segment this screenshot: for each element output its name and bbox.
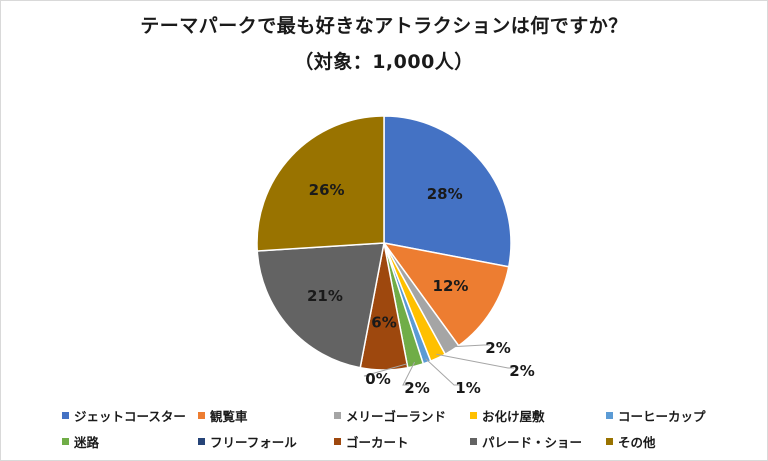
legend-item-roller-coaster: ジェットコースター xyxy=(62,406,198,425)
legend-label: 観覧車 xyxy=(210,408,248,424)
legend-swatch xyxy=(606,437,613,445)
legend-label: コーヒーカップ xyxy=(618,408,706,424)
data-label-free-fall: 0% xyxy=(365,370,390,388)
legend-label: 迷路 xyxy=(74,434,100,450)
legend-swatch xyxy=(198,437,205,445)
data-label-parade-show: 21% xyxy=(307,287,343,305)
legend-swatch xyxy=(606,411,613,419)
leader-line xyxy=(402,361,416,386)
legend-row: ジェットコースター 観覧車 メリーゴーランド お化け屋敷 コーヒーカップ xyxy=(62,402,742,428)
legend-swatch xyxy=(470,437,477,445)
data-label-go-kart: 6% xyxy=(371,314,396,332)
legend-swatch xyxy=(62,437,69,445)
legend-swatch xyxy=(198,411,205,419)
data-label-haunted-house: 2% xyxy=(509,362,534,380)
legend-item-other: その他 xyxy=(606,432,742,451)
legend-item-free-fall: フリーフォール xyxy=(198,432,334,451)
legend-label: フリーフォール xyxy=(210,434,297,450)
legend-swatch xyxy=(334,437,341,445)
data-label-merry-go-round: 2% xyxy=(485,339,510,357)
chart-subtitle: （対象：1,000人） xyxy=(294,51,474,73)
legend-item-haunted-house: お化け屋敷 xyxy=(470,406,606,425)
legend-swatch xyxy=(470,411,477,419)
legend-item-go-kart: ゴーカート xyxy=(334,432,470,451)
pie-slice-parade-show xyxy=(256,242,385,369)
legend-item-coffee-cup: コーヒーカップ xyxy=(606,406,742,425)
data-label-ferris-wheel: 12% xyxy=(433,277,469,295)
legend-label: その他 xyxy=(618,434,656,450)
chart-title: テーマパークで最も好きなアトラクションは何ですか？ xyxy=(140,15,628,37)
legend-label: メリーゴーランド xyxy=(346,408,447,424)
legend-row: 迷路 フリーフォール ゴーカート パレード・ショー その他 xyxy=(62,428,742,454)
legend-label: お化け屋敷 xyxy=(482,408,545,424)
legend-item-merry-go-round: メリーゴーランド xyxy=(334,406,470,425)
legend-label: ジェットコースター xyxy=(74,408,186,424)
leader-line xyxy=(449,344,490,348)
data-label-other: 26% xyxy=(309,181,345,199)
leader-line xyxy=(425,358,460,386)
legend-swatch xyxy=(62,411,69,419)
pie-slice-ferris-wheel xyxy=(382,241,510,347)
legend-label: ゴーカート xyxy=(346,434,409,450)
data-label-maze: 2% xyxy=(404,379,429,397)
legend-label: パレード・ショー xyxy=(482,434,583,450)
data-label-coffee-cup: 1% xyxy=(455,379,480,397)
leader-line xyxy=(363,363,408,377)
legend: ジェットコースター 観覧車 メリーゴーランド お化け屋敷 コーヒーカップ 迷路 フリーフォ… xyxy=(62,402,742,454)
data-label-roller-coaster: 28% xyxy=(427,185,463,203)
legend-swatch xyxy=(334,411,341,419)
legend-item-ferris-wheel: 観覧車 xyxy=(198,406,334,425)
pie-slice-roller-coaster xyxy=(383,115,512,268)
legend-item-maze: 迷路 xyxy=(62,432,198,451)
leader-line xyxy=(436,353,514,369)
pie-slice-other xyxy=(256,115,385,252)
legend-item-parade-show: パレード・ショー xyxy=(470,432,606,451)
